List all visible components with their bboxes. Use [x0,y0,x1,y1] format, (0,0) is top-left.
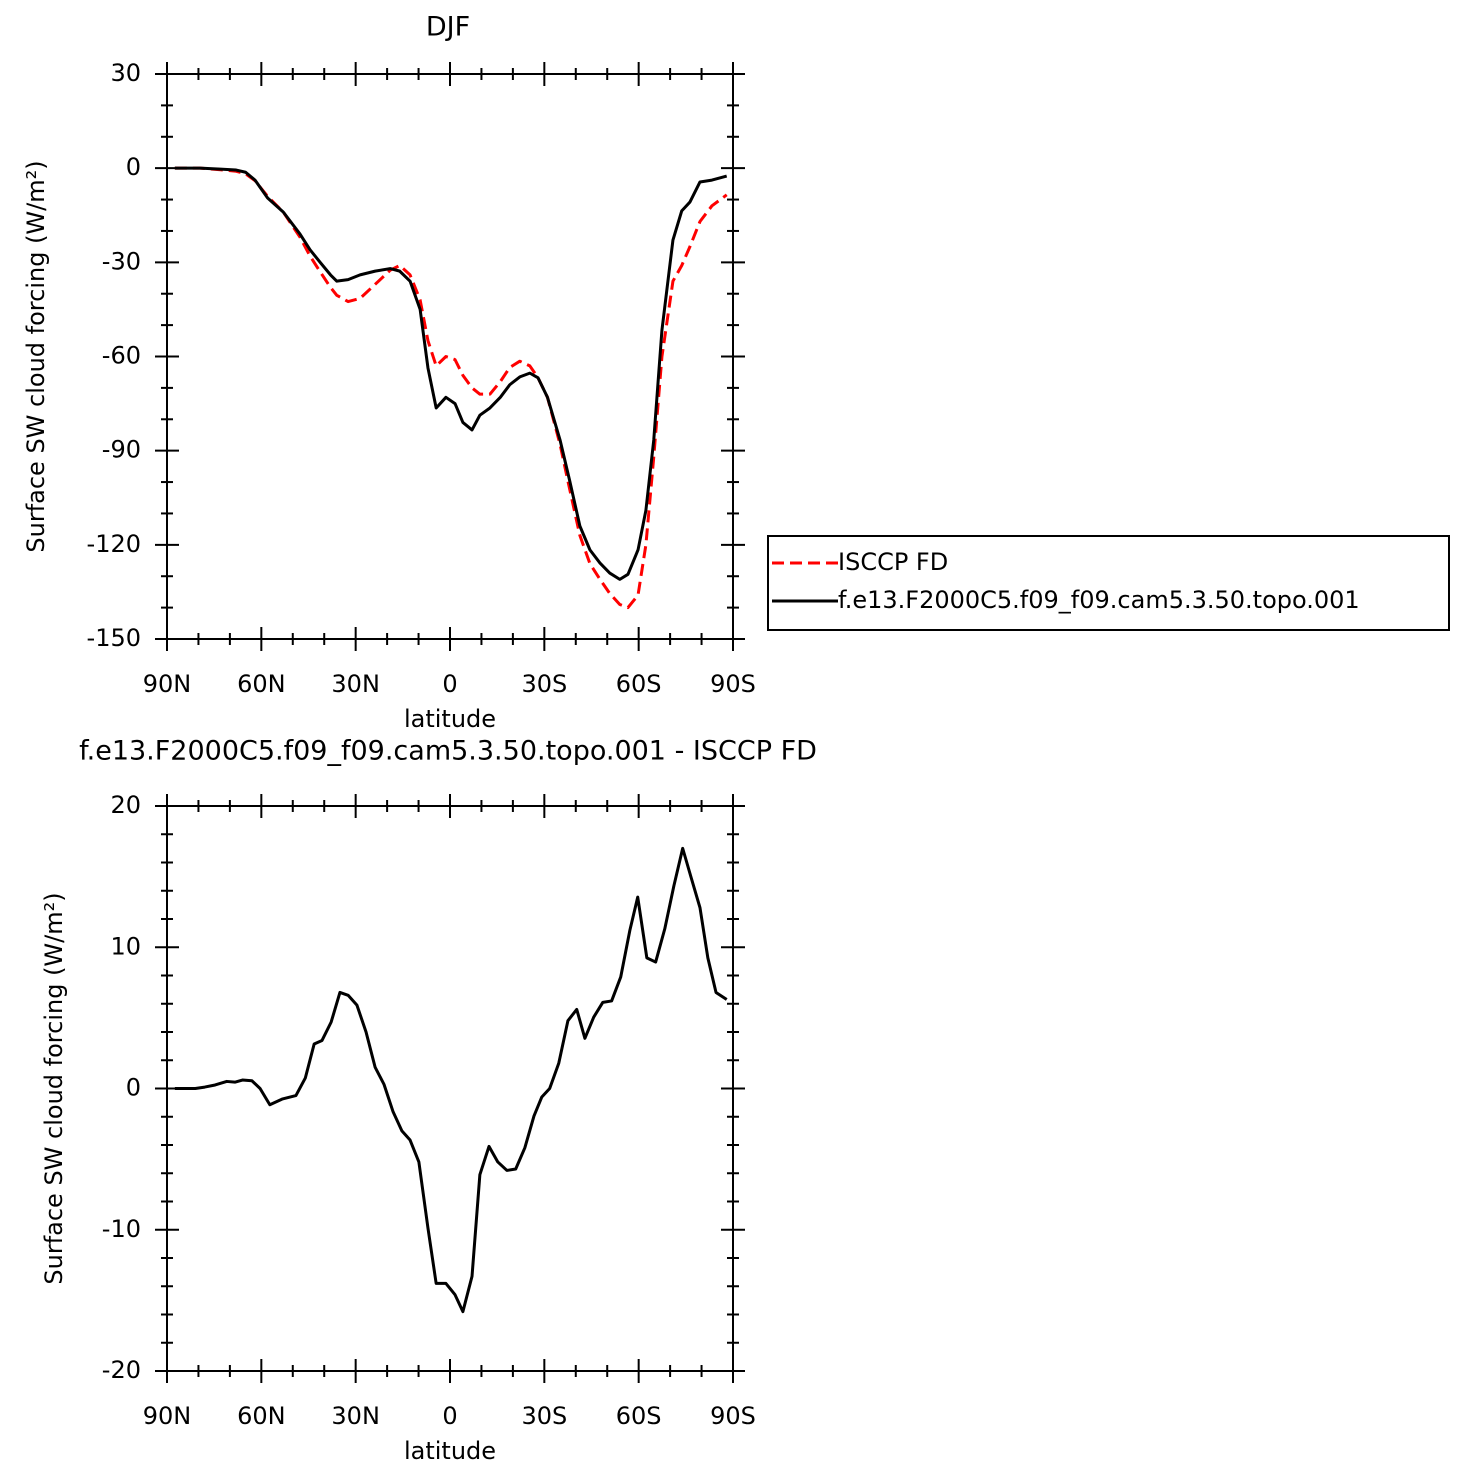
x-tick-label: 60N [237,1402,286,1430]
y-tick-label: 0 [126,1074,141,1102]
y-tick-label: 0 [126,153,141,181]
plot-frame [166,73,734,640]
series-line [174,166,728,581]
y-tick-label: -150 [87,624,141,652]
y-tick-label: -30 [102,247,141,275]
y-tick-label: -20 [102,1356,141,1384]
chart-title: DJF [426,12,470,43]
x-tick-label: 60N [237,670,286,698]
chart-title: f.e13.F2000C5.f09_f09.cam5.3.50.topo.001… [79,736,817,767]
legend-label: f.e13.F2000C5.f09_f09.cam5.3.50.topo.001 [838,586,1360,614]
series-line [174,846,728,1314]
y-tick-label: -90 [102,436,141,464]
y-tick-label: 30 [110,59,141,87]
y-tick-label: -10 [102,1215,141,1243]
x-tick-label: 90N [143,1402,192,1430]
x-tick-label: 90N [143,670,192,698]
x-axis-label: latitude [404,705,496,733]
x-tick-label: 0 [442,670,457,698]
x-tick-label: 30S [521,1402,567,1430]
y-axis-label: Surface SW cloud forcing (W/m²) [22,160,50,552]
x-tick-label: 60S [616,670,662,698]
x-axis-label: latitude [404,1437,496,1465]
x-tick-label: 30S [521,670,567,698]
y-tick-label: 10 [110,932,141,960]
legend-label: ISCCP FD [838,548,948,576]
y-tick-label: 20 [110,791,141,819]
x-tick-label: 90S [710,1402,756,1430]
x-tick-label: 0 [442,1402,457,1430]
x-tick-label: 30N [331,670,380,698]
x-tick-label: 30N [331,1402,380,1430]
legend-box [767,535,1450,631]
y-axis-label: Surface SW cloud forcing (W/m²) [40,892,68,1284]
legend: ISCCP FD f.e13.F2000C5.f09_f09.cam5.3.50.… [767,535,1450,631]
x-tick-label: 90S [710,670,756,698]
x-tick-label: 60S [616,1402,662,1430]
y-tick-label: -120 [87,530,141,558]
y-tick-label: -60 [102,342,141,370]
series-line [174,166,728,610]
